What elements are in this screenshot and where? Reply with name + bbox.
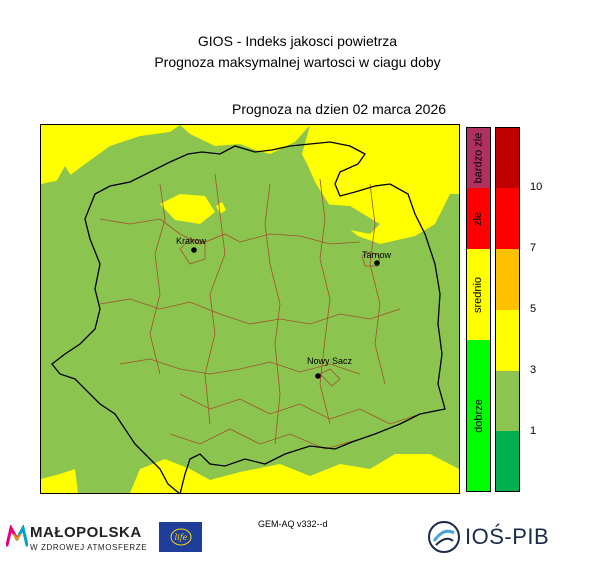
forecast-map [41,125,459,494]
category-legend: bardzo zle zle srednio dobrze [466,127,491,492]
scale-swatch-2 [496,188,519,249]
forecast-date: Prognoza na dzien 02 marca 2026 [232,101,447,117]
scale-tick-7: 7 [530,242,537,254]
category-srednio-swatch [467,249,490,340]
city-label-krakow: Krakow [176,236,207,246]
map-subtitle: Prognoza maksymalnej wartosci w ciagu do… [154,54,441,70]
zone-dobrze-nw-spot [55,166,75,184]
zone-srednio-south [130,454,459,493]
map-frame [40,124,460,494]
city-marker-krakow [191,247,197,253]
city-label-tarnow: Tarnow [362,250,392,260]
scale-tick-5: 5 [530,303,537,315]
scale-swatch-6 [496,431,519,491]
city-marker-tarnow [374,260,380,266]
category-dobrze-swatch [467,340,490,491]
scale-swatch-3 [496,249,519,310]
svg-text:life: life [175,533,188,542]
category-bardzo-zle-label: bardzo zle [472,132,485,184]
malopolska-logo-icon [6,525,28,547]
voivodeship-border [51,141,446,494]
scale-swatch-4 [496,310,519,371]
life-logo-icon: life [170,528,192,546]
zone-srednio-southwest [41,469,78,493]
model-version: GEM-AQ v332--d [258,519,328,529]
map-title: GIOS - Indeks jakosci powietrza [197,33,398,49]
scale-tick-1: 1 [530,425,537,437]
malopolska-tagline: W ZDROWEJ ATMOSFERZE [30,543,148,552]
category-bardzo-zle-swatch [467,128,490,188]
ios-pib-logo-icon [428,521,460,553]
zone-srednio-northwest [41,125,180,184]
malopolska-name: MAŁOPOLSKA [30,524,142,541]
category-zle-label: zle [472,211,485,226]
eu-flag-icon [159,522,202,552]
zone-dobrze-tarnow [320,204,380,234]
scale-swatch-5 [496,371,519,431]
scale-tick-10: 10 [530,181,543,193]
ios-pib-name: IOŚ-PIB [465,524,550,549]
value-scale [495,127,520,492]
category-srednio-label: srednio [472,276,485,313]
district-borders [99,173,421,450]
zone-srednio-north [180,125,310,154]
city-marker-nowy-sacz [315,373,321,379]
city-label-nowy-sacz: Nowy Sacz [307,356,353,366]
category-zle-swatch [467,188,490,249]
scale-tick-3: 3 [530,364,537,376]
scale-swatch-1 [496,128,519,188]
category-dobrze-label: dobrze [472,398,485,433]
zone-srednio-west [160,194,215,224]
